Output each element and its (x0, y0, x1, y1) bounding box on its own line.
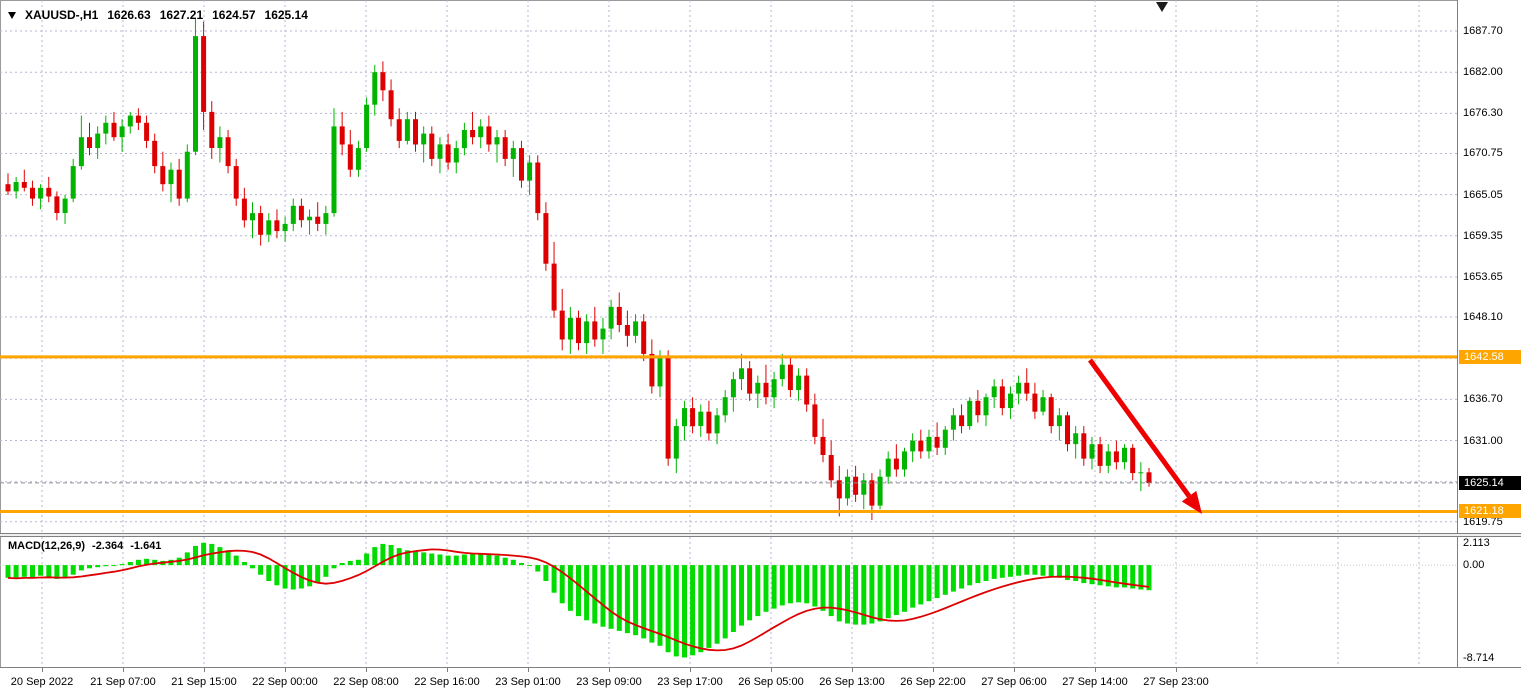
ohlc-low: 1624.57 (212, 8, 256, 22)
time-axis-label: 22 Sep 08:00 (333, 676, 399, 688)
time-axis-tick (771, 668, 772, 672)
ohlc-high: 1627.21 (159, 8, 204, 22)
time-axis-tick (852, 668, 853, 672)
panel-splitter[interactable] (0, 533, 1521, 537)
macd-main-value: -2.364 (92, 540, 124, 552)
macd-histogram (5, 542, 1152, 658)
time-axis-label: 22 Sep 00:00 (252, 676, 318, 688)
price-badge: 1642.58 (1459, 350, 1521, 364)
time-axis-label: 22 Sep 16:00 (414, 676, 480, 688)
time-axis-tick (690, 668, 691, 672)
time-axis-label: 23 Sep 09:00 (576, 676, 642, 688)
macd-signal-value: -1.641 (130, 540, 162, 552)
time-axis-label: 23 Sep 01:00 (495, 676, 561, 688)
time-axis-label: 21 Sep 07:00 (90, 676, 156, 688)
trend-arrow-annotation[interactable] (1087, 358, 1202, 514)
time-axis-tick (933, 668, 934, 672)
horizontal-lines[interactable] (0, 355, 1457, 513)
price-axis-label: 1648.10 (1463, 311, 1503, 323)
time-axis-label: 26 Sep 05:00 (738, 676, 804, 688)
price-badge: 1621.18 (1459, 504, 1521, 518)
time-axis-tick (1176, 668, 1177, 672)
macd-axis-label: 0.00 (1463, 559, 1485, 571)
macd-indicator-label: MACD(12,26,9) -2.364 -1.641 (8, 540, 161, 552)
price-axis-label: 1619.75 (1463, 516, 1503, 528)
price-axis-label: 1687.70 (1463, 25, 1503, 37)
main-chart-canvas[interactable] (0, 0, 1457, 533)
ohlc-open: 1626.63 (107, 8, 151, 22)
time-axis-tick (366, 668, 367, 672)
macd-grid (41, 537, 1420, 666)
time-axis-label: 27 Sep 06:00 (981, 676, 1047, 688)
ohlc-close: 1625.14 (264, 8, 308, 22)
time-axis-tick (528, 668, 529, 672)
macd-indicator-canvas[interactable] (0, 537, 1457, 666)
macd-name: MACD(12,26,9) (8, 540, 86, 552)
price-axis-label: 1670.75 (1463, 147, 1503, 159)
time-axis-tick (285, 668, 286, 672)
time-axis-tick (1095, 668, 1096, 672)
time-axis-label: 27 Sep 14:00 (1062, 676, 1128, 688)
time-axis-label: 21 Sep 15:00 (171, 676, 237, 688)
time-axis-label: 20 Sep 2022 (10, 676, 74, 688)
time-axis[interactable]: 20 Sep 2022 21 Sep 07:00 21 Sep 15:00 22 Se… (0, 667, 1521, 698)
symbol-dropdown-icon[interactable] (8, 11, 16, 19)
price-axis-label: 1682.00 (1463, 66, 1503, 78)
macd-axis-label: -8.714 (1463, 652, 1495, 664)
time-axis-tick (1014, 668, 1015, 672)
main-grid (0, 0, 1457, 533)
price-axis-label: 1659.35 (1463, 230, 1503, 242)
candlestick-series (5, 18, 1152, 520)
macd-axis-label: 2.113 (1463, 537, 1490, 549)
time-axis-tick (123, 668, 124, 672)
price-axis[interactable]: 1687.70 1682.00 1676.30 1670.75 1665.05 1659.… (1457, 0, 1521, 667)
price-badge: 1625.14 (1459, 476, 1521, 490)
price-axis-label: 1676.30 (1463, 107, 1503, 119)
symbol-period: XAUUSD-,H1 (25, 8, 99, 22)
time-axis-label: 23 Sep 17:00 (657, 676, 723, 688)
price-axis-label: 1631.00 (1463, 435, 1503, 447)
price-axis-label: 1653.65 (1463, 271, 1503, 283)
price-axis-label: 1665.05 (1463, 189, 1503, 201)
time-axis-label: 26 Sep 13:00 (819, 676, 885, 688)
time-axis-tick (42, 668, 43, 672)
macd-signal-line (7, 548, 1150, 652)
price-axis-label: 1636.70 (1463, 393, 1503, 405)
chart-info-line: XAUUSD-,H1 1626.63 1627.21 1624.57 1625.… (8, 8, 308, 22)
time-axis-label: 26 Sep 22:00 (900, 676, 966, 688)
time-axis-label: 27 Sep 23:00 (1143, 676, 1209, 688)
time-axis-tick (609, 668, 610, 672)
chart-shift-marker-icon[interactable] (1156, 2, 1168, 12)
time-axis-tick (447, 668, 448, 672)
time-axis-tick (204, 668, 205, 672)
